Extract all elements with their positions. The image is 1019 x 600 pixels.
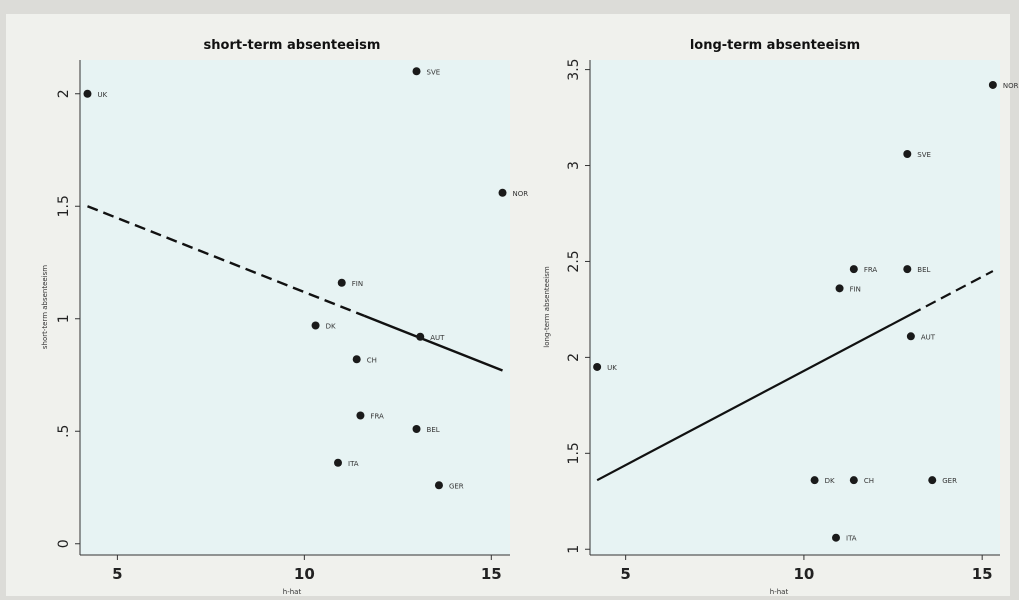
fit-line	[87, 205, 503, 372]
point-label: SVE	[427, 68, 441, 76]
point-label: CH	[864, 477, 874, 485]
point-label: GER	[449, 482, 464, 490]
point-label: BEL	[917, 266, 930, 274]
data-point	[311, 321, 320, 330]
y-tick-label: 1.5	[566, 442, 582, 464]
x-tick-label: 5	[620, 565, 630, 583]
x-tick-label: 10	[294, 565, 315, 583]
data-point	[337, 278, 346, 287]
data-point	[849, 265, 858, 274]
data-point	[83, 89, 92, 98]
y-tick-label: 1	[56, 314, 72, 323]
chart-title: short-term absenteeism	[204, 38, 381, 53]
point-label: GER	[942, 477, 957, 485]
y-tick-label: 2	[56, 89, 72, 98]
point-label: ITA	[348, 460, 359, 468]
y-axis: 1 1.5 2 2.5 3 3.5	[566, 58, 590, 554]
point-label: FIN	[352, 280, 363, 288]
x-axis: 5 10 15	[620, 555, 993, 583]
point-label: AUT	[921, 333, 936, 341]
data-point	[593, 362, 602, 371]
x-tick-label: 15	[481, 565, 502, 583]
fit-line-segment	[363, 314, 503, 372]
point-label: NOR	[1003, 82, 1019, 90]
point-label: UK	[97, 91, 107, 99]
x-tick-label: 15	[972, 565, 993, 583]
fit-line	[596, 270, 994, 482]
data-points: UK SVE NOR FIN DK AUT CH FRA BEL ITA GER	[83, 67, 528, 490]
x-tick-label: 10	[793, 565, 814, 583]
point-label: FIN	[850, 285, 861, 293]
data-point	[334, 458, 342, 467]
y-tick-label: 0	[56, 539, 72, 548]
point-label: DK	[326, 323, 336, 331]
data-point	[906, 332, 915, 341]
x-axis: 5 10 15	[112, 555, 502, 583]
data-point	[498, 188, 507, 197]
y-tick-label: 2.5	[566, 250, 582, 272]
point-label: BEL	[427, 426, 440, 434]
data-point	[412, 67, 421, 76]
point-label: NOR	[513, 190, 529, 198]
x-tick-label: 5	[112, 565, 122, 583]
point-label: CH	[367, 356, 377, 364]
y-tick-label: 3.5	[566, 58, 582, 80]
point-label: UK	[607, 364, 617, 372]
data-point	[352, 355, 361, 364]
data-point	[832, 533, 840, 542]
y-tick-label: .5	[56, 425, 72, 438]
plot-area	[590, 60, 1000, 555]
x-axis-label: h-hat	[283, 588, 302, 596]
fit-line-segment	[87, 205, 365, 317]
data-point	[988, 80, 997, 89]
y-tick-label: 1	[566, 545, 582, 554]
point-label: DK	[825, 477, 835, 485]
y-axis-label: long-term absenteeism	[543, 266, 551, 348]
y-axis-label: short-term absenteeism	[41, 265, 49, 349]
data-point	[810, 476, 819, 485]
x-axis-label: h-hat	[770, 588, 789, 596]
data-point	[434, 481, 443, 490]
chart-title: long-term absenteeism	[690, 38, 860, 53]
point-label: AUT	[430, 334, 445, 342]
data-point	[903, 150, 912, 159]
point-label: SVE	[917, 151, 931, 159]
point-label: FRA	[864, 266, 878, 274]
y-tick-label: 3	[566, 161, 582, 170]
panel-short-term: short-term absenteeism 0 .5 1 1.5 2 5 10 15 UK…	[41, 38, 528, 596]
y-tick-label: 1.5	[56, 195, 72, 217]
point-label: ITA	[846, 535, 857, 543]
data-point	[412, 425, 421, 433]
point-label: FRA	[370, 413, 384, 421]
fit-line-segment	[596, 313, 912, 482]
data-point	[928, 476, 937, 485]
data-point	[416, 332, 425, 341]
data-points: NOR SVE FRA BEL FIN AUT UK DK CH GER ITA	[593, 80, 1019, 543]
fit-line-segment	[910, 270, 994, 316]
data-point	[835, 284, 844, 293]
data-point	[356, 411, 365, 420]
data-point	[849, 476, 858, 485]
data-point	[903, 265, 912, 274]
plot-area	[80, 60, 510, 555]
y-tick-label: 2	[566, 353, 582, 362]
panel-long-term: long-term absenteeism 1 1.5 2 2.5 3 3.5 5 10 15…	[543, 38, 1019, 596]
y-axis: 0 .5 1 1.5 2	[56, 89, 80, 548]
